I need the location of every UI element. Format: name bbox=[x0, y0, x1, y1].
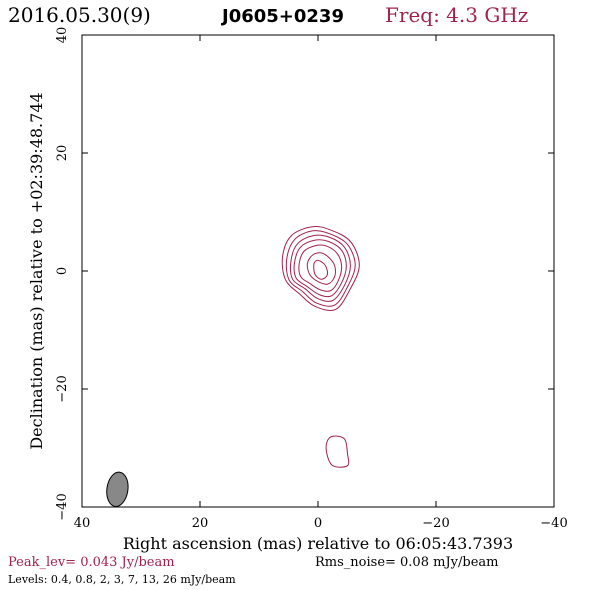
beam-ellipse bbox=[106, 471, 129, 507]
contour-4 bbox=[298, 244, 343, 292]
rms-noise: Rms_noise= 0.08 mJy/beam bbox=[315, 555, 498, 570]
contour-0 bbox=[281, 225, 360, 312]
beam-shape bbox=[106, 471, 129, 507]
contour-1 bbox=[285, 230, 356, 307]
contour-6 bbox=[313, 259, 329, 280]
epoch-title: 2016.05.30(9) bbox=[8, 3, 151, 27]
x-tick-label-4: −40 bbox=[540, 516, 567, 531]
x-axis-label: Right ascension (mas) relative to 06:05:… bbox=[123, 534, 513, 553]
y-tick-label-2: 0 bbox=[55, 267, 70, 275]
x-tick-label-2: 0 bbox=[314, 516, 322, 531]
y-tick-label-0: −40 bbox=[55, 493, 70, 520]
y-tick-label-4: 40 bbox=[55, 27, 70, 44]
source-title: J0605+0239 bbox=[220, 6, 344, 27]
contour-3 bbox=[293, 239, 347, 298]
x-tick-labels: 40 20 0 −20 −40 bbox=[74, 516, 568, 531]
x-tick-label-0: 40 bbox=[74, 516, 91, 531]
x-tick-label-1: 20 bbox=[192, 516, 209, 531]
freq-title: Freq: 4.3 GHz bbox=[385, 3, 528, 27]
contour-2 bbox=[289, 234, 351, 302]
contour-5 bbox=[306, 252, 336, 285]
contour-lines bbox=[281, 225, 360, 468]
peak-level: Peak_lev= 0.043 Jy/beam bbox=[8, 555, 175, 570]
contour-levels: Levels: 0.4, 0.8, 2, 3, 7, 13, 26 mJy/be… bbox=[8, 573, 236, 586]
contour-7 bbox=[325, 435, 350, 468]
y-tick-label-3: 20 bbox=[55, 145, 70, 162]
axis-ticks bbox=[81, 34, 555, 508]
y-axis-label: Declination (mas) relative to +02:39:48.… bbox=[27, 92, 46, 449]
x-tick-label-3: −20 bbox=[422, 516, 449, 531]
y-tick-labels: −40 −20 0 20 40 bbox=[55, 27, 70, 521]
plot-frame bbox=[81, 34, 555, 508]
y-tick-label-1: −20 bbox=[55, 375, 70, 402]
